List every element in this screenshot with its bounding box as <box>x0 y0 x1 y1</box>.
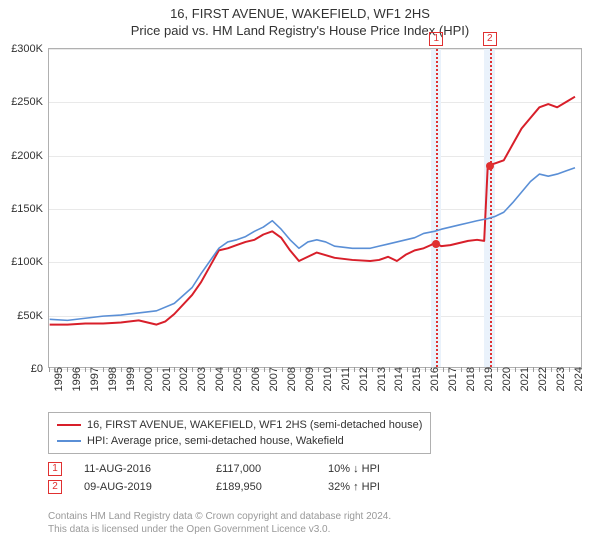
legend-label-price: 16, FIRST AVENUE, WAKEFIELD, WF1 2HS (se… <box>87 417 422 433</box>
x-tick-label: 2000 <box>139 367 155 391</box>
sale-row-date: 09-AUG-2019 <box>84 481 194 493</box>
y-tick-label: £200K <box>11 150 49 162</box>
x-tick-label: 2017 <box>443 367 459 391</box>
chart-titles: 16, FIRST AVENUE, WAKEFIELD, WF1 2HS Pri… <box>0 0 600 38</box>
y-tick-label: £100K <box>11 256 49 268</box>
chart-title-address: 16, FIRST AVENUE, WAKEFIELD, WF1 2HS <box>0 6 600 21</box>
y-tick-label: £150K <box>11 203 49 215</box>
x-tick-label: 2020 <box>497 367 513 391</box>
legend-entry-hpi: HPI: Average price, semi-detached house,… <box>57 433 422 449</box>
chart-title-sub: Price paid vs. HM Land Registry's House … <box>0 23 600 38</box>
x-tick-label: 2008 <box>282 367 298 391</box>
x-tick-label: 2007 <box>264 367 280 391</box>
x-tick-label: 2023 <box>551 367 567 391</box>
x-tick-label: 2011 <box>336 367 352 391</box>
legend-label-hpi: HPI: Average price, semi-detached house,… <box>87 433 344 449</box>
series-hpi <box>50 168 575 321</box>
sales-table: 1 11-AUG-2016 £117,000 10% ↓ HPI 2 09-AUG-201… <box>48 462 380 498</box>
x-tick-label: 2024 <box>569 367 585 391</box>
x-tick-label: 2001 <box>157 367 173 391</box>
sale-index-marker: 2 <box>483 28 497 46</box>
x-tick-label: 2009 <box>300 367 316 391</box>
y-tick-label: £250K <box>11 96 49 108</box>
chart-container: 16, FIRST AVENUE, WAKEFIELD, WF1 2HS Pri… <box>0 0 600 560</box>
x-tick-label: 2006 <box>246 367 262 391</box>
footer-line-2: This data is licensed under the Open Gov… <box>48 523 391 536</box>
sale-row-price: £117,000 <box>216 463 306 475</box>
y-tick-label: £300K <box>11 43 49 55</box>
x-tick-label: 2013 <box>372 367 388 391</box>
x-tick-label: 2014 <box>389 367 405 391</box>
x-tick-label: 2012 <box>354 367 370 391</box>
sale-row-index: 1 <box>48 462 62 476</box>
sale-row: 1 11-AUG-2016 £117,000 10% ↓ HPI <box>48 462 380 476</box>
x-tick-label: 1999 <box>121 367 137 391</box>
x-tick-label: 2015 <box>407 367 423 391</box>
x-tick-label: 2019 <box>479 367 495 391</box>
x-tick-label: 2016 <box>425 367 441 391</box>
y-tick-label: £50K <box>17 310 49 322</box>
x-tick-label: 2002 <box>174 367 190 391</box>
footer-licence: Contains HM Land Registry data © Crown c… <box>48 510 391 536</box>
x-tick-label: 1996 <box>67 367 83 391</box>
sale-row-price: £189,950 <box>216 481 306 493</box>
sale-dot <box>486 162 494 170</box>
legend-box: 16, FIRST AVENUE, WAKEFIELD, WF1 2HS (se… <box>48 412 431 454</box>
sale-row-date: 11-AUG-2016 <box>84 463 194 475</box>
sale-dot <box>432 240 440 248</box>
y-tick-label: £0 <box>31 363 49 375</box>
plot-area: £0£50K£100K£150K£200K£250K£300K199519961… <box>48 48 582 368</box>
series-price_paid <box>50 97 575 325</box>
sale-row-delta: 32% ↑ HPI <box>328 481 380 493</box>
x-tick-label: 2004 <box>210 367 226 391</box>
x-tick-label: 1998 <box>103 367 119 391</box>
footer-line-1: Contains HM Land Registry data © Crown c… <box>48 510 391 523</box>
legend-swatch-price <box>57 424 81 426</box>
x-tick-label: 1995 <box>49 367 65 391</box>
legend-entry-price: 16, FIRST AVENUE, WAKEFIELD, WF1 2HS (se… <box>57 417 422 433</box>
x-tick-label: 2021 <box>515 367 531 391</box>
x-tick-label: 2003 <box>192 367 208 391</box>
x-tick-label: 2018 <box>461 367 477 391</box>
sale-index-marker: 1 <box>429 28 443 46</box>
sale-row-delta: 10% ↓ HPI <box>328 463 380 475</box>
legend-swatch-hpi <box>57 440 81 442</box>
x-tick-label: 2010 <box>318 367 334 391</box>
sale-row-index: 2 <box>48 480 62 494</box>
x-tick-label: 1997 <box>85 367 101 391</box>
x-tick-label: 2005 <box>228 367 244 391</box>
x-tick-label: 2022 <box>533 367 549 391</box>
series-svg <box>49 49 581 367</box>
sale-row: 2 09-AUG-2019 £189,950 32% ↑ HPI <box>48 480 380 494</box>
